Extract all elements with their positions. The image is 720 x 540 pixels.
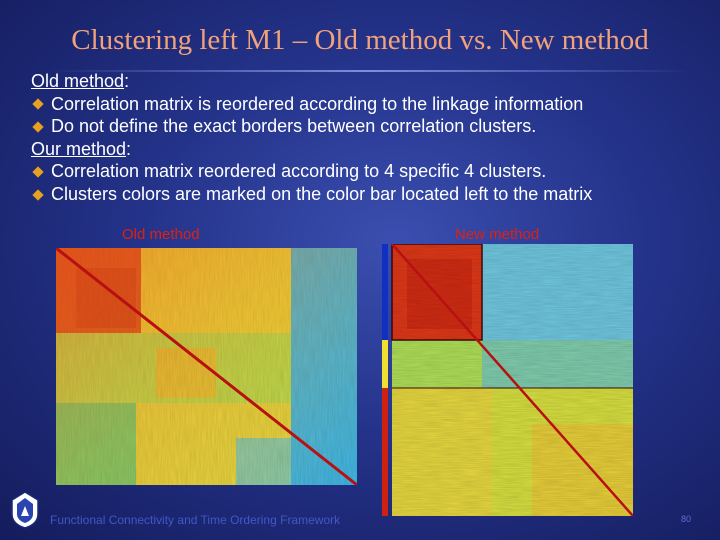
title-divider — [50, 70, 690, 72]
cluster-bar-blue — [382, 244, 388, 340]
bullet-text: Clusters colors are marked on the color … — [51, 183, 593, 204]
our-method-heading: Our method — [31, 138, 127, 159]
old-method-caption: Old method — [122, 226, 200, 243]
bullet-item: Clusters colors are marked on the color … — [31, 183, 711, 206]
diamond-bullet-icon — [32, 98, 44, 111]
diamond-bullet-icon — [32, 121, 44, 133]
university-logo-icon — [11, 491, 39, 529]
our-method-colon: : — [126, 138, 132, 159]
slide-body: Old method: Correlation matrix is reorde… — [31, 70, 711, 206]
bullet-text: Correlation matrix is reordered accordin… — [51, 93, 584, 114]
bullet-item: Do not define the exact borders between … — [31, 115, 711, 138]
page-number: 80 — [681, 514, 692, 524]
slide-title: Clustering left M1 – Old method vs. New … — [71, 24, 649, 56]
bullet-text: Correlation matrix reordered according t… — [51, 161, 547, 182]
new-method-correlation-matrix — [382, 244, 633, 516]
our-method-heading-line: Our method: — [31, 138, 711, 161]
old-method-heading: Old method — [31, 71, 125, 91]
diamond-bullet-icon — [32, 189, 44, 201]
old-method-heading-line: Old method: — [31, 70, 711, 93]
cluster-bar-yellow — [382, 340, 388, 388]
bullet-text: Do not define the exact borders between … — [51, 116, 537, 137]
new-method-caption: New method — [455, 226, 540, 243]
old-method-colon: : — [124, 71, 130, 91]
bullet-item: Correlation matrix reordered according t… — [31, 160, 711, 183]
footer-text: Functional Connectivity and Time Orderin… — [50, 513, 341, 527]
bullet-item: Correlation matrix is reordered accordin… — [31, 93, 711, 116]
cluster-bar-red — [382, 388, 388, 516]
diamond-bullet-icon — [32, 166, 44, 178]
old-method-correlation-matrix — [56, 248, 357, 485]
